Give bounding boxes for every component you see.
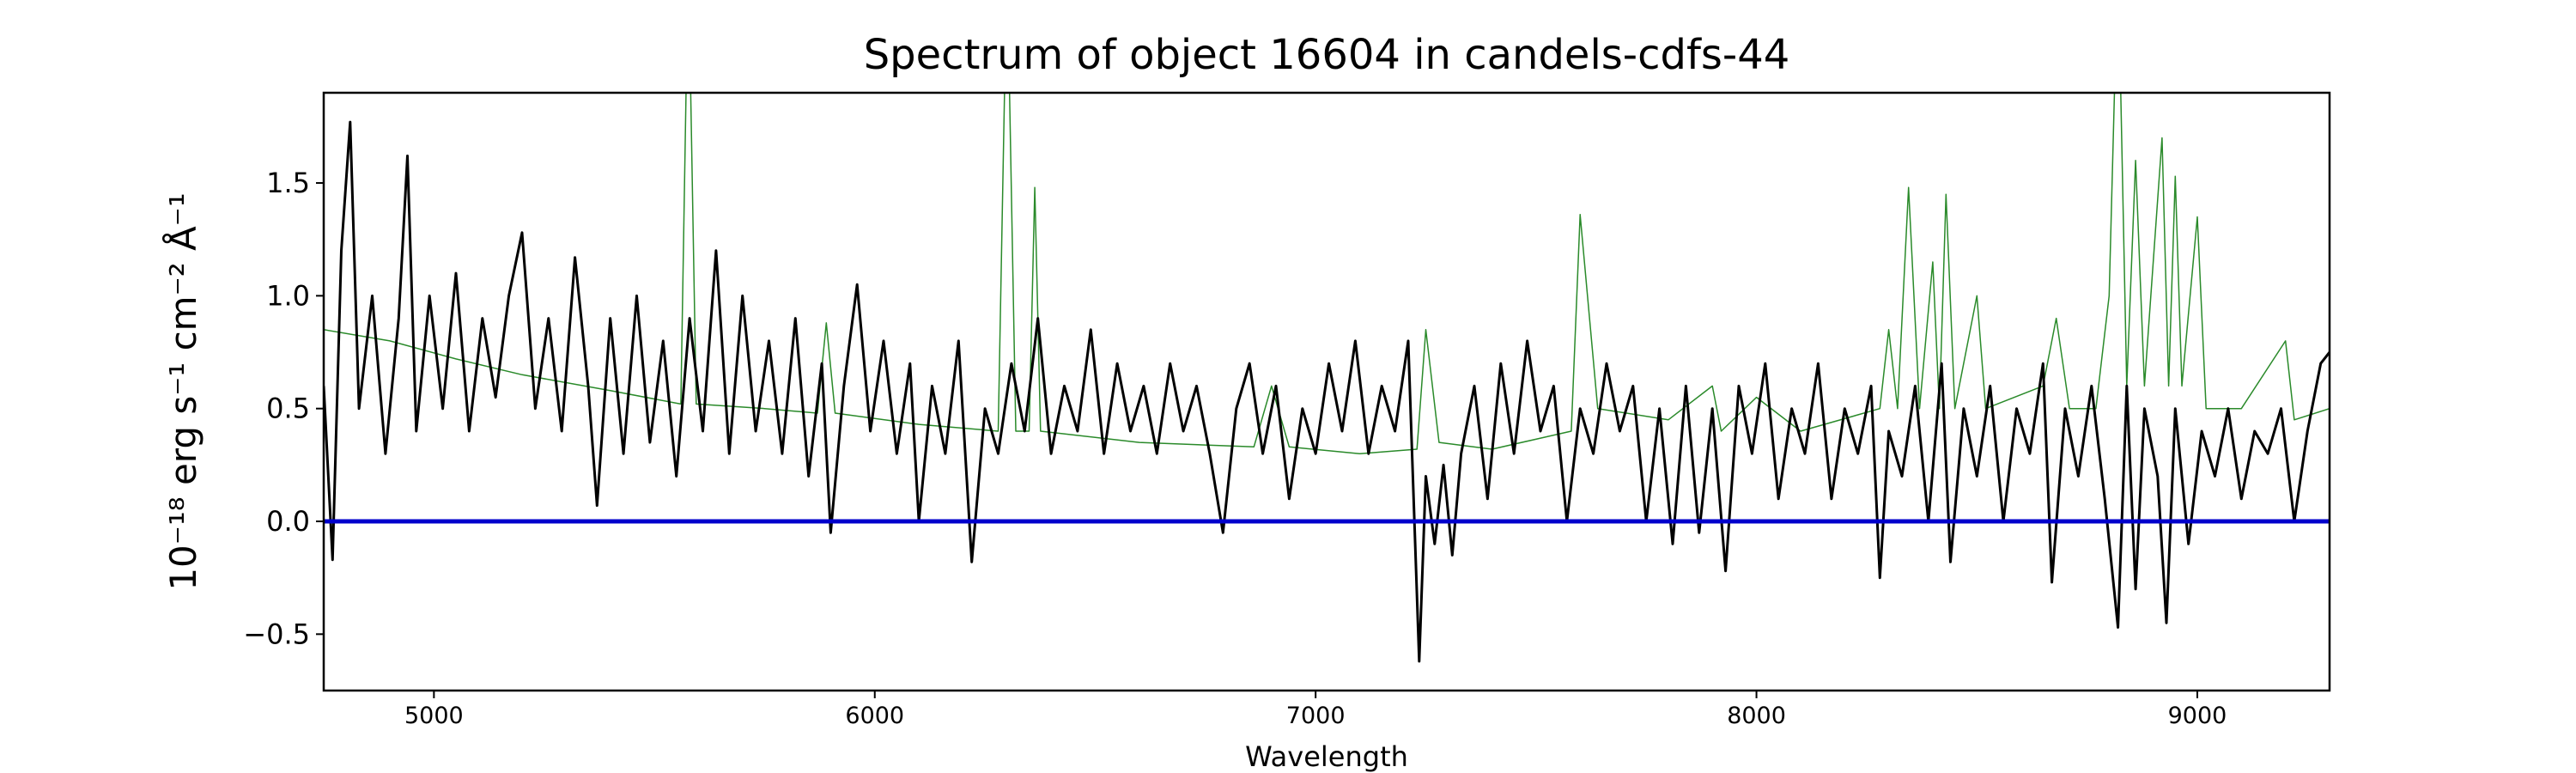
spectrum-line <box>324 120 2330 663</box>
x-tick-label: 7000 <box>1286 703 1346 729</box>
x-tick-label: 8000 <box>1727 703 1786 729</box>
x-tick-label: 5000 <box>404 703 464 729</box>
y-tick-label: 1.5 <box>266 167 310 199</box>
y-tick-label: 0.5 <box>266 393 310 425</box>
y-tick-label: 1.0 <box>266 279 310 312</box>
x-tick-label: 9000 <box>2168 703 2227 729</box>
y-axis-label: 10⁻¹⁸ erg s⁻¹ cm⁻² Å⁻¹ <box>161 192 204 590</box>
spectrum-line <box>324 93 2330 454</box>
x-axis-label: Wavelength <box>1245 740 1408 773</box>
y-tick-label: 0.0 <box>266 505 310 538</box>
y-tick-label: −0.5 <box>243 618 310 650</box>
plot-area <box>324 93 2330 663</box>
plot-frame <box>322 91 2331 692</box>
x-tick-label: 6000 <box>845 703 904 729</box>
chart-title: Spectrum of object 16604 in candels-cdfs… <box>864 31 1790 79</box>
